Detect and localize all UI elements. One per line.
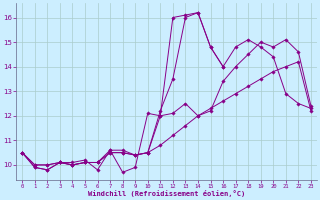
- X-axis label: Windchill (Refroidissement éolien,°C): Windchill (Refroidissement éolien,°C): [88, 190, 245, 197]
